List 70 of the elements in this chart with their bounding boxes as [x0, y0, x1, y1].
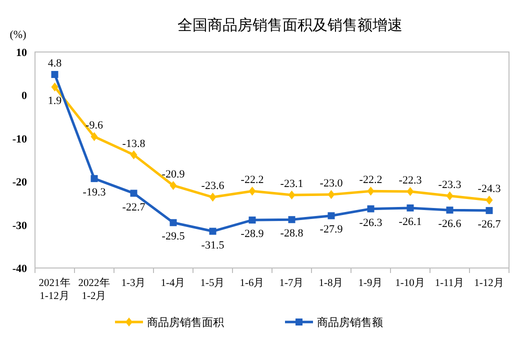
point [486, 196, 493, 205]
x-tick-label: 1-7月 [279, 277, 304, 289]
point [328, 212, 335, 220]
data-label: -23.0 [320, 178, 344, 190]
data-label: 1.9 [48, 94, 62, 107]
y-tick-label: -10 [12, 133, 28, 146]
point [446, 206, 454, 214]
data-label: -29.5 [162, 230, 186, 243]
point [170, 219, 177, 226]
y-tick-label: -40 [12, 263, 28, 275]
point [51, 82, 58, 92]
point [446, 191, 454, 200]
y-tick-label: -30 [12, 220, 28, 232]
data-label: 4.8 [48, 57, 62, 70]
data-label: -22.2 [359, 174, 382, 186]
x-tick-label: 1-10月 [395, 277, 426, 289]
data-label: -23.1 [280, 178, 304, 190]
data-label: -26.6 [438, 218, 462, 230]
point [170, 180, 177, 190]
data-label: -20.9 [162, 168, 186, 180]
point [130, 190, 138, 197]
y-tick-label: 0 [22, 90, 28, 102]
legend-label: 商品房销售额 [317, 316, 383, 329]
data-label: -27.9 [320, 224, 344, 236]
point [328, 190, 335, 200]
point [288, 216, 296, 224]
legend-label: 商品房销售面积 [147, 316, 224, 329]
data-label: -19.3 [82, 186, 106, 199]
y-axis-title: (%) [10, 29, 27, 41]
point [486, 207, 493, 214]
y-tick-label: -20 [12, 176, 28, 189]
point [90, 132, 98, 142]
point [248, 186, 256, 196]
x-tick-label: 1-12月 [474, 277, 504, 289]
point [90, 175, 98, 182]
data-label: -22.7 [122, 201, 146, 214]
x-tick-label: 1-3月 [121, 277, 146, 289]
y-tick-label: 10 [16, 47, 28, 59]
x-tick-label: 2021年 1-12月 [38, 277, 71, 302]
x-tick-label: 1-5月 [200, 277, 226, 289]
point [367, 186, 374, 196]
x-tick-label: 1-6月 [240, 277, 265, 289]
point [51, 70, 58, 78]
point [367, 205, 374, 212]
x-tick-label: 1-4月 [160, 277, 186, 289]
data-label: -31.5 [201, 239, 225, 252]
data-label: -28.8 [280, 228, 304, 240]
x-tick-label: 1-8月 [318, 277, 344, 289]
data-label: -28.9 [240, 228, 264, 240]
data-label: -22.3 [398, 174, 422, 187]
data-label: -26.1 [398, 216, 422, 228]
data-label: -26.7 [478, 218, 502, 231]
point [209, 192, 216, 202]
data-label: -23.3 [438, 178, 462, 191]
point [248, 216, 256, 224]
data-label: -13.8 [122, 138, 146, 150]
point [288, 190, 296, 200]
point [406, 204, 414, 212]
x-tick-label: 2022年 1-2月 [78, 277, 110, 302]
point [130, 150, 138, 160]
x-tick-label: 1-11月 [434, 277, 465, 289]
chart-title: 全国商品房销售面积及销售额增速 [178, 17, 402, 34]
x-tick-label: 1-9月 [358, 277, 384, 289]
point [209, 228, 216, 235]
data-label: -22.2 [240, 174, 264, 186]
data-label: -9.6 [86, 120, 104, 132]
point [406, 187, 414, 196]
data-label: -26.3 [359, 216, 383, 229]
data-label: -24.3 [478, 183, 502, 196]
data-label: -23.6 [201, 180, 225, 192]
